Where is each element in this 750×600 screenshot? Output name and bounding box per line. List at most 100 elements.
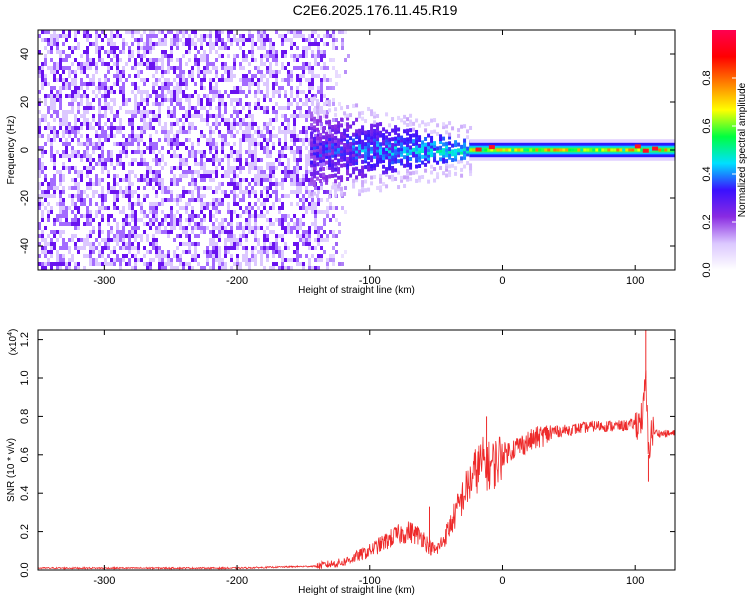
heatmap-cell xyxy=(38,50,41,54)
heatmap-cell xyxy=(134,234,137,238)
heatmap-cell xyxy=(116,66,119,70)
heatmap-cell xyxy=(155,230,158,234)
heatmap-cell xyxy=(167,58,170,62)
heatmap-cell xyxy=(421,140,425,145)
heatmap-cell xyxy=(41,246,44,250)
heatmap-cell xyxy=(176,210,179,214)
heatmap-cell xyxy=(418,158,422,163)
heatmap-cell xyxy=(179,30,182,34)
heatmap-cell xyxy=(409,156,413,161)
heatmap-cell xyxy=(227,66,230,70)
heatmap-cell xyxy=(373,137,377,142)
heatmap-cell xyxy=(331,142,335,147)
heatmap-cell xyxy=(409,162,413,167)
heatmap-cell xyxy=(188,238,191,242)
heatmap-cell xyxy=(182,74,185,78)
heatmap-cell xyxy=(287,162,290,166)
heatmap-cell xyxy=(215,94,218,98)
heatmap-cell xyxy=(248,266,251,270)
heatmap-cell xyxy=(194,126,197,130)
heatmap-cell xyxy=(197,186,200,190)
heatmap-cell xyxy=(248,226,251,230)
heatmap-cell xyxy=(245,186,248,190)
heatmap-cell xyxy=(287,258,290,262)
heatmap-cell xyxy=(89,258,92,262)
heatmap-cell xyxy=(352,167,356,172)
heatmap-cell xyxy=(143,178,146,182)
heatmap-cell xyxy=(155,154,158,158)
heatmap-cell xyxy=(448,121,452,126)
heatmap-cell xyxy=(296,190,299,194)
heatmap-cell xyxy=(86,154,89,158)
heatmap-cell xyxy=(203,118,206,122)
heatmap-cell xyxy=(322,143,326,148)
heatmap-cell xyxy=(62,230,65,234)
heatmap-cell xyxy=(316,136,320,141)
heatmap-cell xyxy=(56,42,59,46)
heatmap-cell xyxy=(71,178,74,182)
heatmap-cell xyxy=(86,142,89,146)
heatmap-cell xyxy=(185,86,188,90)
heatmap-cell xyxy=(337,152,341,157)
heatmap-cell xyxy=(272,262,275,266)
heatmap-cell xyxy=(212,94,215,98)
heatmap-cell xyxy=(245,162,248,166)
heatmap-cell xyxy=(38,262,41,266)
heatmap-cell xyxy=(125,42,128,46)
heatmap-cell xyxy=(155,82,158,86)
heatmap-cell xyxy=(379,179,383,184)
heatmap-cell xyxy=(53,134,56,138)
heatmap-cell xyxy=(227,246,230,250)
heatmap-cell xyxy=(328,119,332,124)
heatmap-cell xyxy=(140,118,143,122)
heatmap-cell xyxy=(367,167,371,172)
heatmap-cell xyxy=(239,102,242,106)
heatmap-cell xyxy=(128,174,131,178)
heatmap-cell xyxy=(152,62,155,66)
heatmap-cell xyxy=(296,34,299,38)
heatmap-cell xyxy=(284,106,287,110)
heatmap-cell xyxy=(236,238,239,242)
heatmap-cell xyxy=(188,170,191,174)
heatmap-cell xyxy=(328,145,332,150)
heatmap-cell xyxy=(388,140,392,145)
heatmap-cell xyxy=(215,202,218,206)
heatmap-cell xyxy=(367,106,371,111)
heatmap-cell xyxy=(236,182,239,186)
heatmap-cell xyxy=(260,254,263,258)
heatmap-cell xyxy=(53,234,56,238)
heatmap-cell xyxy=(361,182,365,187)
heatmap-cell xyxy=(433,146,437,151)
heatmap-cell xyxy=(272,166,275,170)
heatmap-cell xyxy=(218,46,221,50)
heatmap-cell xyxy=(203,166,206,170)
heatmap-cell xyxy=(173,98,176,102)
heatmap-cell xyxy=(221,182,224,186)
heatmap-cell xyxy=(158,106,161,110)
heatmap-cell xyxy=(173,250,176,254)
heatmap-cell xyxy=(233,150,236,154)
heatmap-cell xyxy=(215,206,218,210)
heatmap-cell xyxy=(221,138,224,142)
heatmap-cell xyxy=(248,122,251,126)
heatmap-cell xyxy=(254,42,257,46)
heatmap-cell xyxy=(185,162,188,166)
heatmap-cell xyxy=(122,246,125,250)
heatmap-cell xyxy=(260,262,263,266)
heatmap-cell xyxy=(122,190,125,194)
heatmap-cell xyxy=(266,86,269,90)
heatmap-cell xyxy=(143,122,146,126)
heatmap-cell xyxy=(302,70,305,74)
heatmap-cell xyxy=(254,130,257,134)
heatmap-cell xyxy=(173,142,176,146)
heatmap-cell xyxy=(113,62,116,66)
heatmap-cell xyxy=(206,102,209,106)
heatmap-cell xyxy=(314,218,317,222)
heatmap-cell xyxy=(194,178,197,182)
heatmap-cell xyxy=(65,130,68,134)
heatmap-cell xyxy=(68,170,71,174)
heatmap-cell xyxy=(215,142,218,146)
heatmap-cell xyxy=(155,90,158,94)
heatmap-cell xyxy=(379,188,383,193)
heatmap-cell xyxy=(329,130,332,134)
